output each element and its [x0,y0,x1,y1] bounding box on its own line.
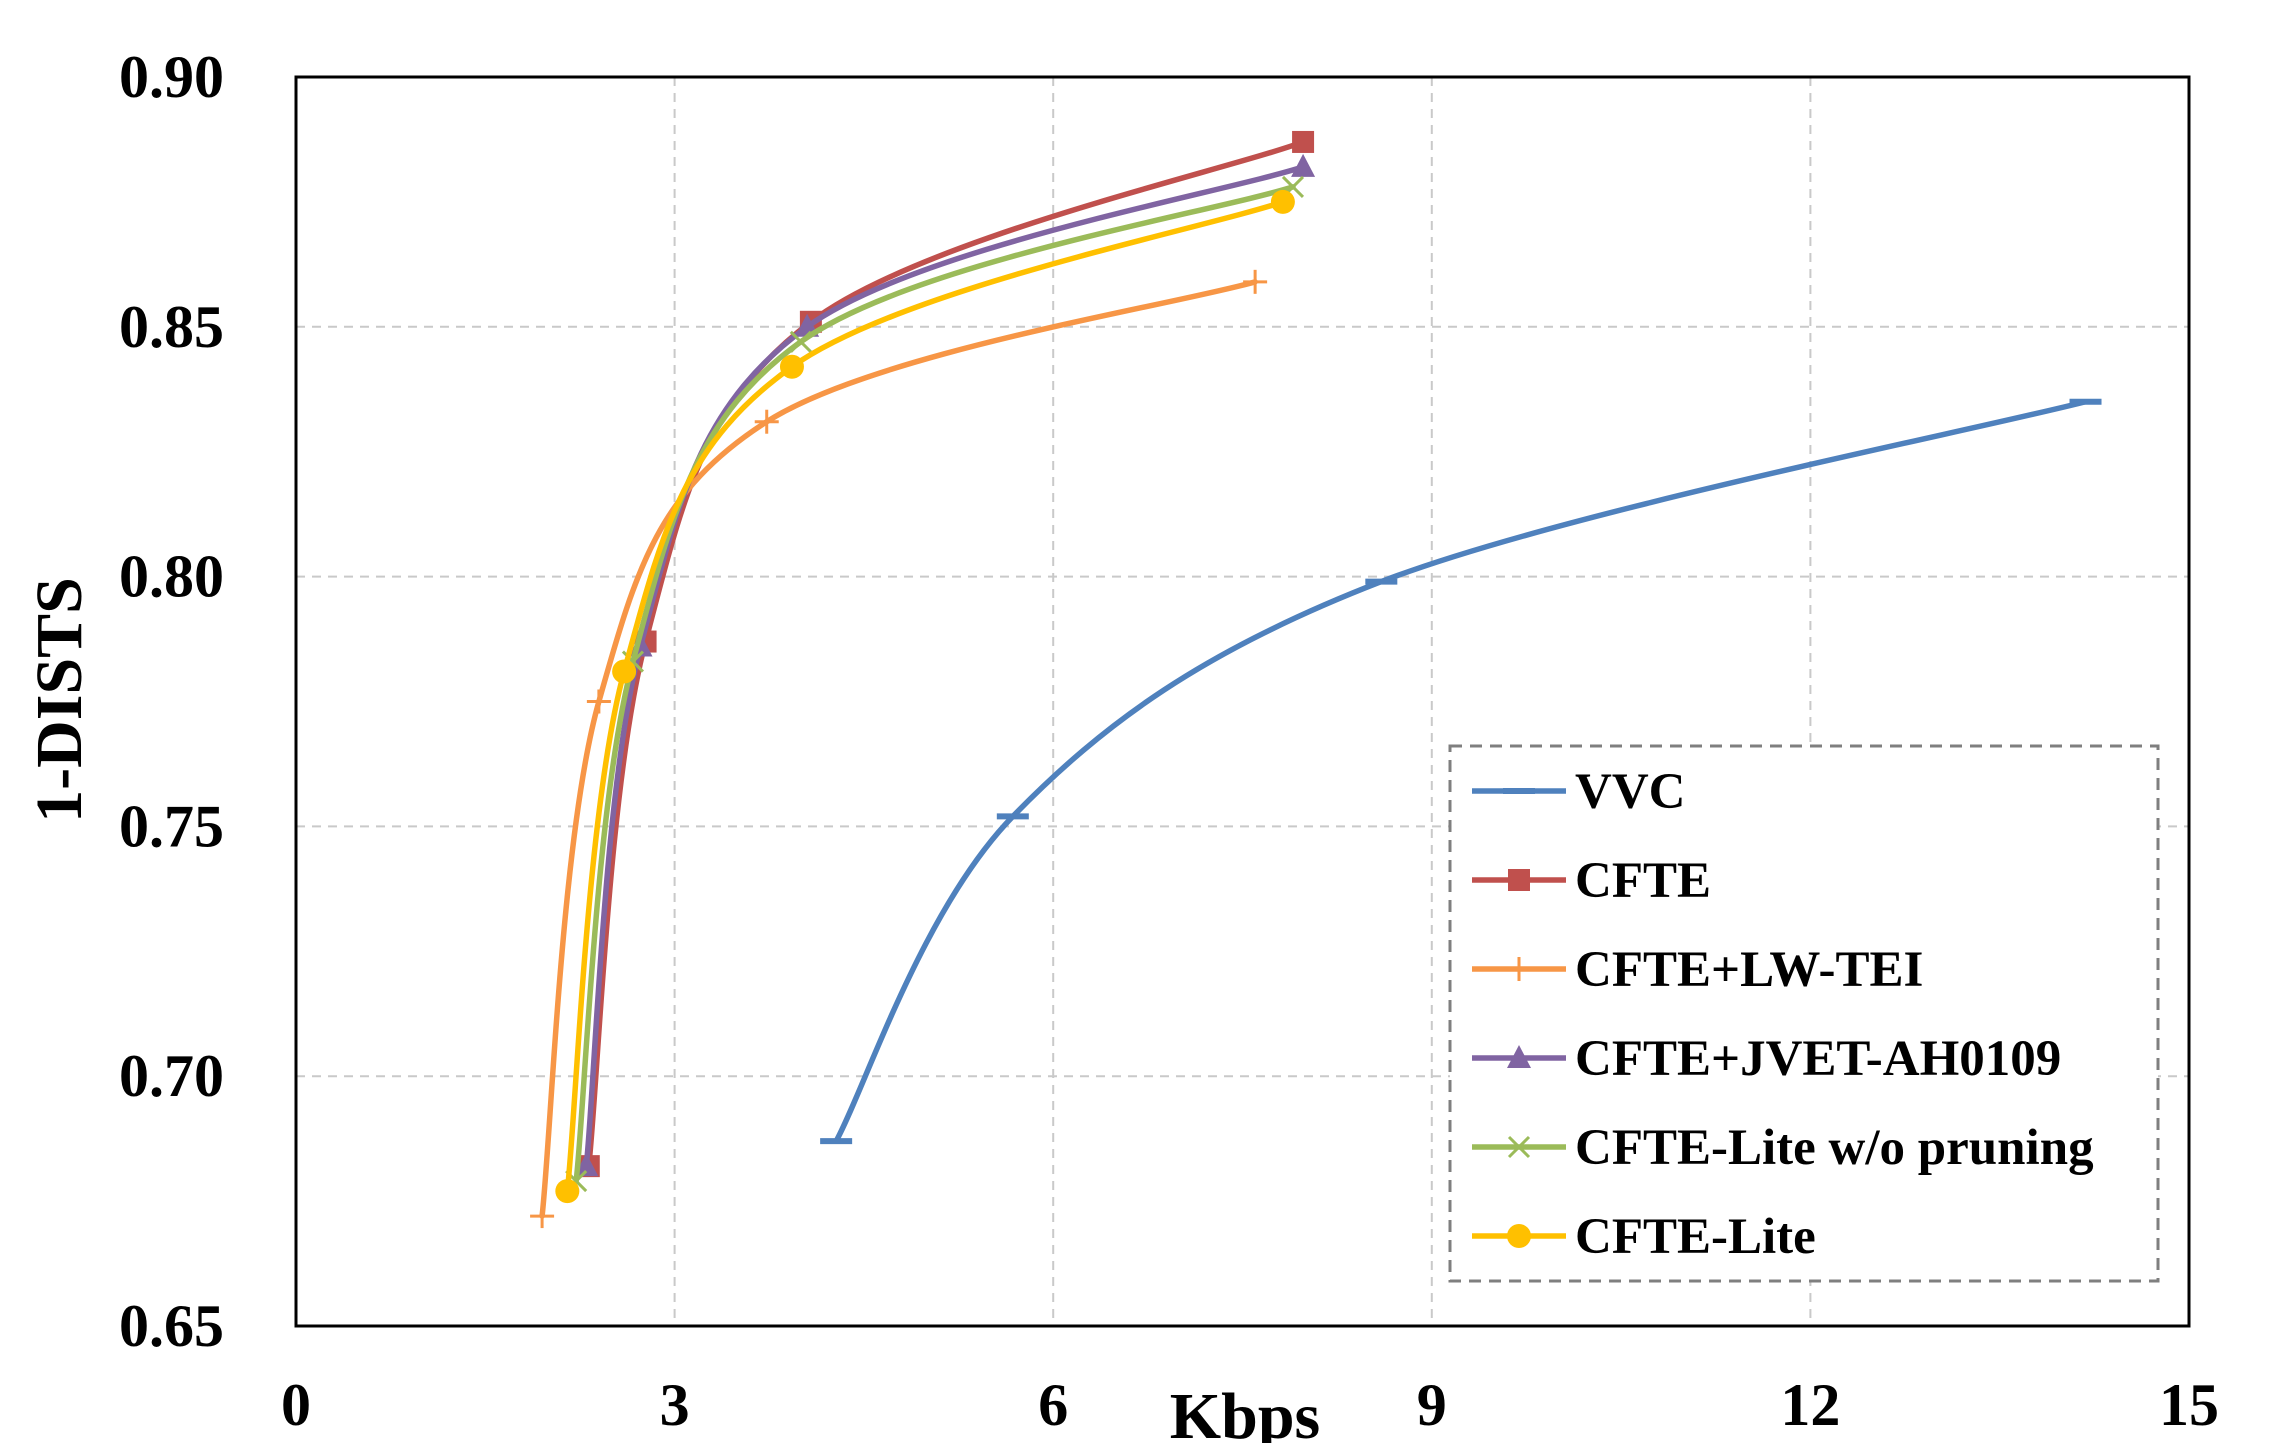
legend-label: CFTE+JVET-AH0109 [1575,1031,2061,1087]
series-cfte [577,130,1315,1178]
x-tick-label: 0 [281,1372,311,1438]
series-cfte-lite-w-o-pruning [565,175,1305,1193]
x-tick-label: 3 [660,1372,690,1438]
legend-marker [1508,869,1530,891]
legend-label: CFTE-Lite [1575,1209,1816,1265]
x-tick-label: 12 [1780,1372,1840,1438]
series-cfte-lite [555,189,1295,1204]
y-axis-title: 1-DISTS [23,577,96,823]
data-point [779,354,804,379]
legend-label: CFTE+LW-TEI [1575,942,1923,998]
data-point [1270,189,1295,214]
legend-marker [1507,1135,1531,1159]
series-layer [530,130,2102,1229]
legend-item: VVC [1472,764,1686,820]
legend-item: CFTE+JVET-AH0109 [1472,1031,2061,1087]
data-point [754,409,779,434]
y-tick-label: 0.65 [119,1293,224,1359]
y-tick-label: 0.85 [119,294,224,360]
data-point [555,1179,580,1204]
x-tick-label: 15 [2159,1372,2219,1438]
x-tick-label: 6 [1038,1372,1068,1438]
series-line [833,398,2089,1144]
data-point [574,1153,599,1177]
series-line [539,279,1258,1219]
legend-label: CFTE-Lite w/o pruning [1575,1120,2094,1176]
series-line [583,164,1306,1169]
series-vvc [820,398,2102,1145]
legend-item: CFTE-Lite w/o pruning [1472,1120,2094,1176]
legend-items: VVC CFTE CFTE+LW-TEI CFTE+JVET-AH0109 CFTE-L… [1472,764,2094,1265]
grid-lines [296,77,2189,1326]
series-line [573,184,1296,1184]
legend-label: CFTE [1575,853,1711,909]
data-point [1291,153,1316,177]
tick-labels: 0 3 6 9 12 15 0.65 0.70 0.75 0.80 0.85 0.90 [119,44,2219,1438]
y-tick-label: 0.80 [119,544,224,610]
x-tick-label: 9 [1417,1372,1447,1438]
x-axis-title: Kbps [1170,1380,1320,1443]
series-cfte-lw-tei [530,269,1268,1229]
legend: VVC CFTE CFTE+LW-TEI CFTE+JVET-AH0109 CFTE-L… [1448,744,2160,1283]
data-point [1243,269,1268,294]
data-point [1292,130,1315,153]
legend-marker [1507,957,1531,981]
legend-label: VVC [1575,764,1686,820]
data-point [789,330,812,353]
legend-item: CFTE+LW-TEI [1472,942,1923,998]
legend-marker [1507,1224,1531,1248]
legend-item: CFTE [1472,853,1711,909]
y-tick-label: 0.75 [119,793,224,859]
legend-item: CFTE-Lite [1472,1209,1816,1265]
series-line [564,199,1286,1194]
plot-area-frame [294,75,2191,1328]
data-point [612,659,637,684]
data-point [530,1204,555,1229]
legend-frame [1448,744,2160,1283]
data-point [586,689,611,714]
legend-marker [1507,1045,1531,1068]
y-tick-label: 0.90 [119,44,224,110]
y-tick-label: 0.70 [119,1043,224,1109]
